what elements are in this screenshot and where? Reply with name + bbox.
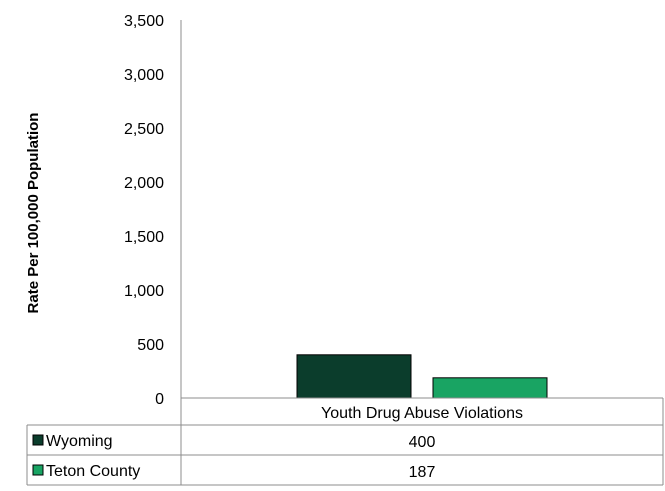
y-tick-label: 3,500: [124, 13, 164, 30]
y-tick-label: 500: [137, 337, 164, 354]
data-label: 400: [409, 434, 436, 451]
y-tick-label: 1,000: [124, 283, 164, 300]
y-tick-label: 1,500: [124, 229, 164, 246]
bar-teton-county: [432, 377, 548, 399]
legend-swatch: [32, 464, 44, 476]
legend-label: Teton County: [46, 463, 140, 480]
y-tick-label: 2,500: [124, 121, 164, 138]
y-tick-label: 2,000: [124, 175, 164, 192]
y-tick-label: 3,000: [124, 67, 164, 84]
y-axis-label: Rate Per 100,000 Population: [25, 113, 42, 314]
y-axis: 0 500 1,000 1,500 2,000 2,500 3,000 3,500: [124, 13, 182, 408]
data-label: 187: [409, 464, 436, 481]
y-tick-label: 0: [155, 391, 164, 408]
data-table: Youth Drug Abuse Violations Wyoming 400 Tet…: [26, 397, 664, 486]
x-tick-label: Youth Drug Abuse Violations: [321, 405, 523, 422]
bars: [296, 354, 548, 399]
bar-wyoming: [296, 354, 412, 399]
legend-label: Wyoming: [46, 433, 113, 450]
legend-swatch: [32, 434, 44, 446]
